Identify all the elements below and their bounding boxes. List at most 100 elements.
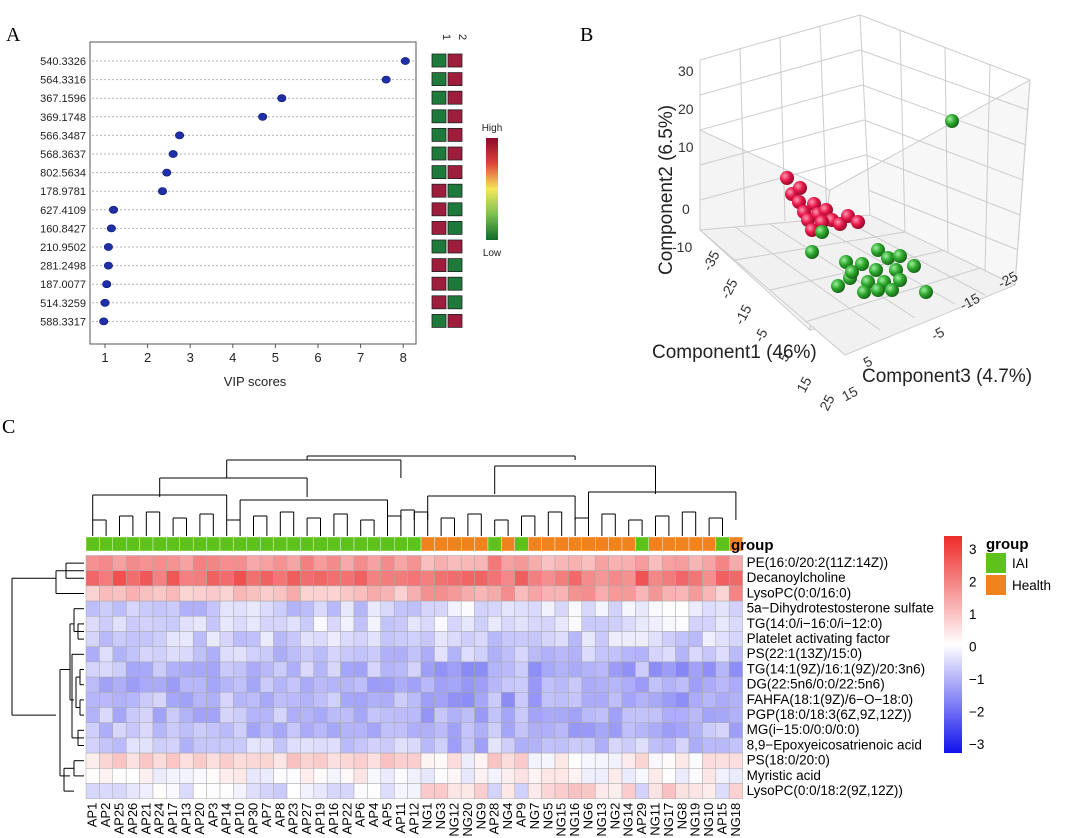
heatmap-cell bbox=[166, 737, 181, 754]
heatmap-cell bbox=[152, 585, 167, 602]
heatmap-cell bbox=[487, 585, 502, 602]
heatmap-column-label: AP2 bbox=[98, 803, 113, 828]
heatmap-column-label: AP7 bbox=[259, 803, 274, 828]
heatmap-cell bbox=[206, 692, 221, 708]
vip-point bbox=[109, 205, 119, 214]
heatmap-cell bbox=[568, 661, 583, 678]
heatmap-cell bbox=[353, 616, 368, 632]
heatmap-cell bbox=[728, 707, 743, 723]
heatmap-cell bbox=[715, 737, 730, 754]
heatmap-cell bbox=[594, 768, 609, 784]
heatmap-cell bbox=[139, 692, 154, 708]
heatmap-cell bbox=[179, 752, 194, 769]
heatmap-cell bbox=[166, 555, 181, 571]
heatmap-cell bbox=[420, 631, 435, 647]
heatmap-cell bbox=[501, 600, 516, 617]
heatmap-chart: group PE(16:0/20:2(11Z:14Z))Decanoylchol… bbox=[11, 455, 1051, 837]
heatmap-cell bbox=[688, 707, 703, 723]
heatmap-cell bbox=[554, 555, 569, 571]
heatmap-cell bbox=[447, 616, 462, 632]
vip-point bbox=[277, 94, 287, 103]
heatmap-cell bbox=[85, 616, 100, 632]
heatmap-cell bbox=[608, 646, 623, 663]
heatmap-cell bbox=[233, 768, 248, 784]
group-bar-cell bbox=[688, 536, 703, 552]
vip-group-cell bbox=[431, 109, 447, 124]
heatmap-cell bbox=[125, 661, 140, 678]
heatmap-cell bbox=[393, 676, 408, 693]
heatmap-cell bbox=[206, 783, 221, 799]
heatmap-cell bbox=[474, 676, 489, 693]
heatmap-column-label: AP1 bbox=[85, 803, 100, 828]
heatmap-cell bbox=[179, 631, 194, 647]
heatmap-cell bbox=[353, 752, 368, 769]
vip-group-cell bbox=[447, 72, 463, 86]
heatmap-cell bbox=[286, 570, 301, 587]
heatmap-cell bbox=[527, 661, 542, 678]
heatmap-cell bbox=[340, 585, 355, 602]
heatmap-cell bbox=[286, 600, 301, 617]
vip-group-cell bbox=[447, 313, 463, 328]
vip-point bbox=[106, 224, 116, 233]
heatmap-cell bbox=[99, 570, 114, 587]
heatmap-cell bbox=[688, 585, 703, 602]
heatmap-cell bbox=[380, 585, 395, 602]
heatmap-cell bbox=[259, 555, 274, 571]
heatmap-cell bbox=[340, 646, 355, 663]
heatmap-cell bbox=[474, 661, 489, 678]
heatmap-cell bbox=[85, 600, 100, 617]
pca-point-red bbox=[851, 215, 865, 229]
heatmap-cell bbox=[326, 585, 341, 602]
heatmap-cell bbox=[246, 631, 261, 647]
heatmap-cell bbox=[688, 616, 703, 632]
group-bar-cell bbox=[461, 536, 475, 552]
heatmap-cell bbox=[393, 631, 408, 647]
heatmap-cell bbox=[300, 707, 315, 723]
vip-score-chart: 540.3326 564.3316 367.1596 369.1748 566.3487… bbox=[40, 34, 502, 389]
group-bar-cell bbox=[501, 536, 515, 552]
pca-z-tick: 15 bbox=[839, 383, 860, 405]
heatmap-cell bbox=[367, 585, 382, 602]
heatmap-cell bbox=[313, 737, 328, 754]
heatmap-cell bbox=[152, 752, 167, 769]
vip-group-cell bbox=[431, 313, 447, 328]
heatmap-cell bbox=[179, 737, 194, 754]
heatmap-cell bbox=[541, 676, 556, 693]
heatmap-cell bbox=[313, 555, 328, 571]
heatmap-cell bbox=[233, 707, 248, 723]
heatmap-cell bbox=[219, 783, 234, 799]
heatmap-cell bbox=[179, 722, 194, 739]
group-bar-cell bbox=[246, 536, 261, 552]
heatmap-cell bbox=[608, 768, 623, 784]
heatmap-cell bbox=[541, 570, 556, 587]
group-bar-cell bbox=[99, 536, 114, 552]
heatmap-cell bbox=[621, 661, 636, 678]
heatmap-column-label: AP30 bbox=[246, 803, 261, 835]
heatmap-cell bbox=[139, 661, 154, 678]
heatmap-column-label: AP10 bbox=[232, 803, 247, 835]
heatmap-cell bbox=[648, 570, 663, 587]
heatmap-cell bbox=[661, 661, 676, 678]
heatmap-cell bbox=[326, 692, 341, 708]
vip-group-cell bbox=[431, 295, 447, 310]
heatmap-row-label: Decanoylcholine bbox=[747, 570, 846, 585]
heatmap-cell bbox=[233, 722, 248, 739]
heatmap-row-label: LysoPC(0:0/18:2(9Z,12Z)) bbox=[747, 783, 903, 798]
heatmap-cell bbox=[380, 616, 395, 632]
heatmap-column-label: AP29 bbox=[634, 803, 649, 835]
legend-label-health: Health bbox=[1012, 578, 1051, 593]
colorbar-tick-label: −2 bbox=[969, 705, 984, 720]
pca-x-tick: -15 bbox=[731, 302, 755, 328]
heatmap-cell bbox=[702, 616, 717, 632]
heatmap-cell bbox=[594, 722, 609, 739]
heatmap-cell bbox=[206, 631, 221, 647]
heatmap-cell bbox=[621, 631, 636, 647]
heatmap-cell bbox=[420, 707, 435, 723]
heatmap-cell bbox=[635, 722, 650, 739]
heatmap-cell bbox=[661, 600, 676, 617]
heatmap-column-labels: AP1AP2AP25AP26AP21AP24AP17AP13AP20AP3AP1… bbox=[85, 803, 743, 837]
heatmap-cell bbox=[661, 555, 676, 571]
heatmap-cell bbox=[326, 600, 341, 617]
heatmap-cell bbox=[300, 661, 315, 678]
heatmap-cell bbox=[125, 692, 140, 708]
